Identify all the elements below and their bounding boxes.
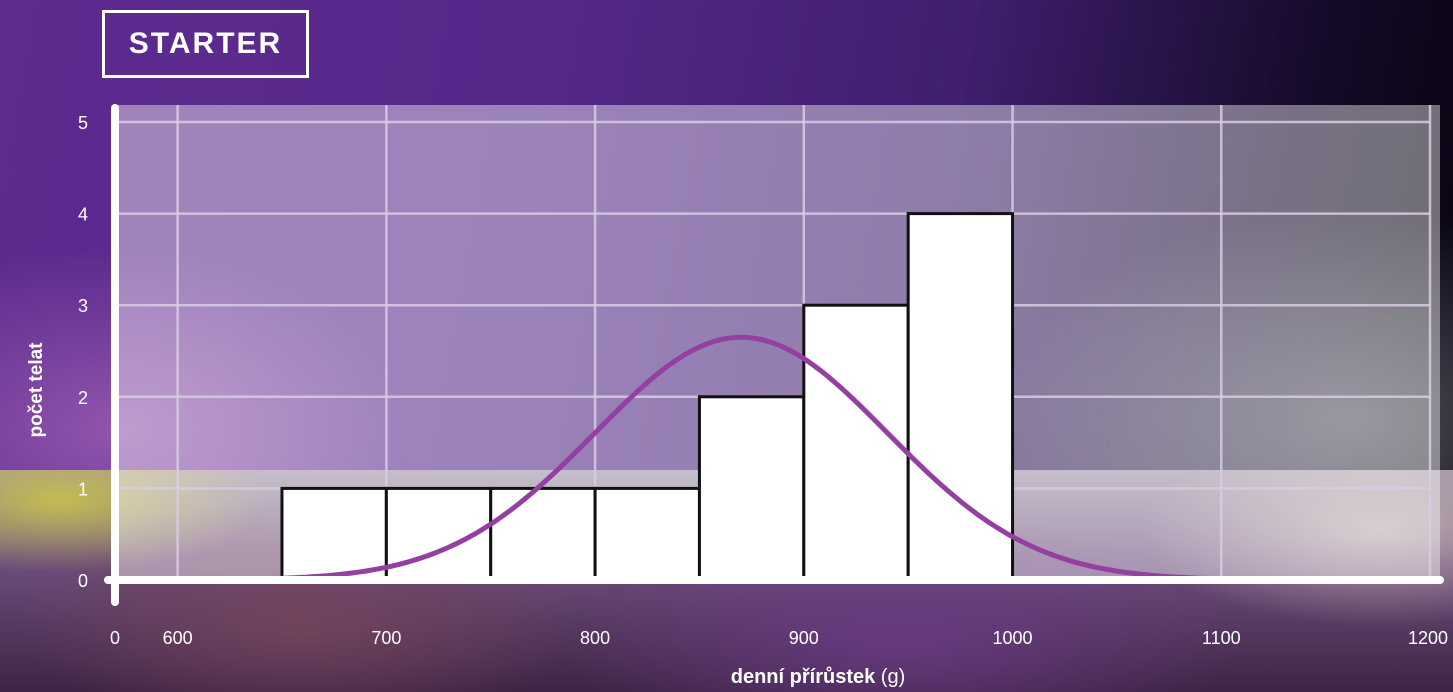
- x-tick-label-700: 700: [371, 628, 401, 648]
- starter-label-box: STARTER: [102, 10, 309, 78]
- y-tick-label-2: 2: [78, 388, 88, 408]
- y-axis-label: počet telat: [26, 342, 47, 438]
- y-tick-label-3: 3: [78, 296, 88, 316]
- histogram-bar-4: [593, 486, 701, 582]
- histogram-bar-1: [280, 486, 388, 582]
- x-tick-label-0: 0: [110, 628, 120, 648]
- histogram-bar-5: [697, 395, 806, 582]
- x-axis-label: denní přírůstek (g): [731, 666, 906, 688]
- starter-label-text: STARTER: [128, 27, 283, 60]
- x-tick-labels: 0 600 700 800 900 1000 1100 1200: [110, 628, 1448, 648]
- x-axis-label-main: denní přírůstek: [731, 666, 876, 688]
- y-tick-label-1: 1: [78, 479, 88, 499]
- x-tick-label-1000: 1000: [993, 628, 1033, 648]
- y-tick-label-4: 4: [78, 205, 88, 225]
- y-tick-label-5: 5: [78, 113, 88, 133]
- histogram-bar-7: [906, 212, 1015, 582]
- y-tick-label-0: 0: [78, 571, 88, 591]
- y-tick-labels: 0 1 2 3 4 5: [78, 113, 88, 591]
- x-tick-label-1200: 1200: [1408, 628, 1448, 648]
- histogram-bar-3: [489, 486, 597, 582]
- x-tick-label-600: 600: [163, 628, 193, 648]
- x-tick-label-800: 800: [580, 628, 610, 648]
- x-axis-label-unit: (g): [881, 666, 905, 688]
- histogram-bar-6: [802, 303, 910, 582]
- x-tick-label-900: 900: [789, 628, 819, 648]
- normal-curve: [177, 334, 1284, 583]
- x-tick-label-1100: 1100: [1202, 628, 1241, 648]
